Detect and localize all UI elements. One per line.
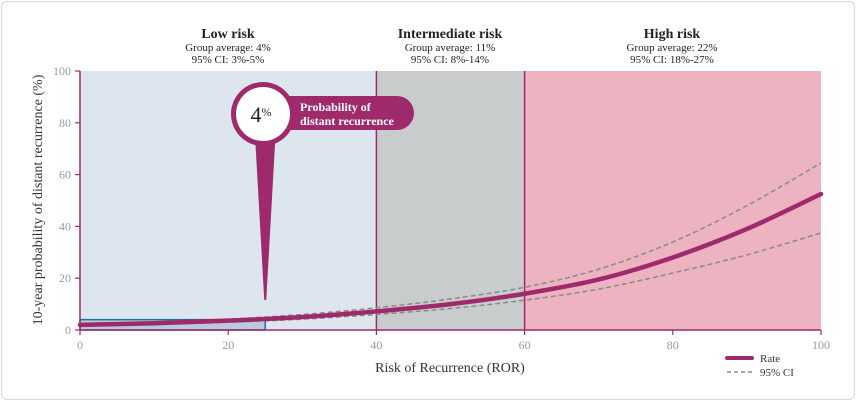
group-average: Group average: 11%	[405, 42, 496, 54]
legend: Rate 95% CI	[725, 353, 794, 379]
x-tick-label: 40	[370, 338, 382, 352]
ci-lower-line	[79, 232, 822, 327]
band-high-risk	[524, 71, 821, 330]
y-tick-label: 0	[65, 323, 71, 337]
group-ci: 95% CI: 18%-27%	[630, 54, 714, 66]
group-header-intermediate: Intermediate risk Group average: 11% 95%…	[398, 27, 503, 66]
x-tick-label: 80	[667, 338, 679, 352]
x-tick-label: 100	[812, 338, 830, 352]
group-title: Low risk	[201, 27, 255, 42]
group-title: Intermediate risk	[398, 27, 503, 42]
group-ci: 95% CI: 3%-5%	[192, 54, 265, 66]
group-header-low: Low risk Group average: 4% 95% CI: 3%-5%	[185, 27, 271, 66]
series-layer	[77, 162, 824, 328]
x-tick-label: 0	[77, 338, 83, 352]
legend-rate-label: Rate	[760, 353, 780, 365]
callout-value: 4%	[251, 102, 272, 127]
y-tick-label: 100	[53, 64, 71, 78]
callout-banner	[258, 96, 414, 130]
callout-label-line1: Probability of	[300, 100, 372, 114]
x-tick-label: 60	[519, 338, 531, 352]
y-tick-label: 20	[59, 271, 71, 285]
group-average: Group average: 22%	[626, 42, 717, 54]
callout-circle-inner	[236, 87, 290, 141]
group-ci: 95% CI: 8%-14%	[411, 54, 489, 66]
probability-callout: 4% Probability of distant recurrence	[231, 82, 414, 300]
y-tick-label: 80	[59, 116, 71, 130]
group-title: High risk	[644, 27, 701, 42]
legend-ci-label: 95% CI	[760, 367, 794, 379]
group-header-high: High risk Group average: 22% 95% CI: 18%…	[626, 27, 717, 66]
y-axis-label: 10-year probability of distant recurrenc…	[31, 74, 46, 325]
y-tick-label: 40	[59, 219, 71, 233]
callout-label-line2: distant recurrence	[300, 114, 395, 128]
group-average: Group average: 4%	[185, 42, 271, 54]
ticks-layer: 0 20 40 60 80 100 0 20 40 60 80 100	[53, 64, 830, 352]
rate-line	[77, 191, 824, 328]
callout-pointer	[255, 140, 276, 300]
y-tick-label: 60	[59, 168, 71, 182]
x-axis-label: Risk of Recurrence (ROR)	[375, 361, 525, 376]
x-tick-label: 20	[222, 338, 234, 352]
